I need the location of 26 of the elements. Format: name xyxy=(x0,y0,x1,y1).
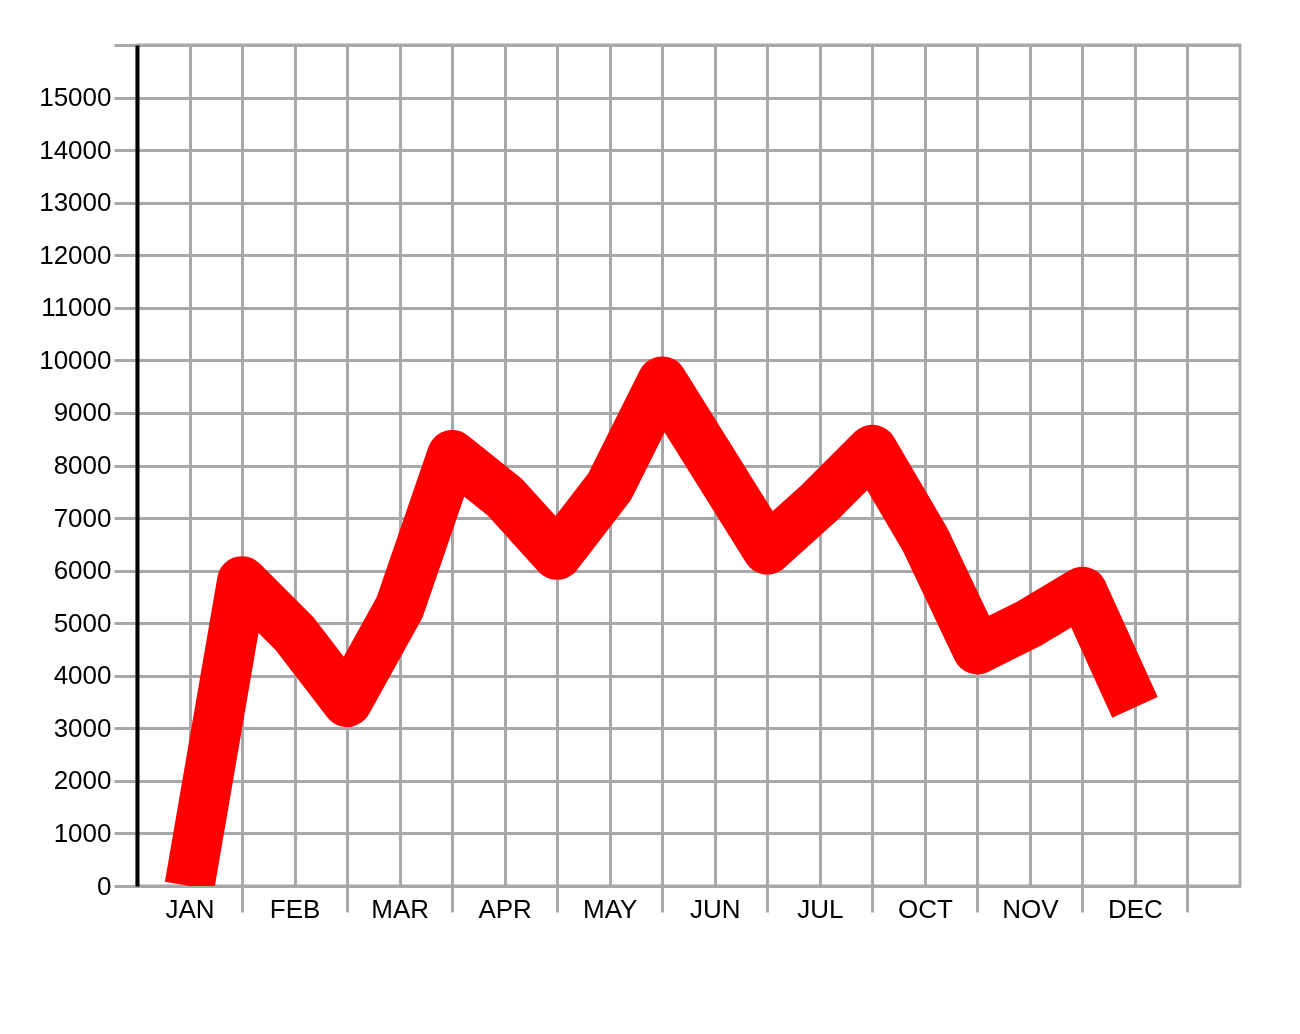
y-tick-label: 8000 xyxy=(53,450,112,480)
y-tick-label: 3000 xyxy=(53,712,112,743)
y-tick-label: 15000 xyxy=(39,82,112,113)
x-tick-label: MAR xyxy=(371,893,430,924)
y-tick-label: 7000 xyxy=(53,502,112,533)
x-tick-label: DEC xyxy=(1108,893,1163,924)
x-tick-label: JAN xyxy=(165,893,215,924)
y-tick-label: 1000 xyxy=(53,817,112,848)
y-tick-label: 0 xyxy=(97,870,112,901)
y-tick-label: 5000 xyxy=(53,607,112,638)
y-tick-label: 6000 xyxy=(53,555,112,586)
x-tick-label: OCT xyxy=(897,893,953,924)
y-tick-label: 14000 xyxy=(39,134,112,165)
x-tick-label: MAY xyxy=(583,893,638,924)
y-tick-label: 11000 xyxy=(41,292,112,323)
y-tick-label: 4000 xyxy=(53,660,112,691)
y-tick-label: 10000 xyxy=(39,344,112,375)
y-tick-label: 13000 xyxy=(39,187,112,218)
x-tick-label: NOV xyxy=(1002,893,1060,924)
x-tick-label: FEB xyxy=(269,893,321,924)
x-tick-label: APR xyxy=(478,893,532,924)
y-tick-label: 2000 xyxy=(53,765,112,796)
x-tick-label: JUN xyxy=(689,893,741,924)
y-tick-label: 9000 xyxy=(53,397,112,428)
y-tick-label: 12000 xyxy=(39,239,112,270)
x-tick-label: JUL xyxy=(797,893,844,924)
